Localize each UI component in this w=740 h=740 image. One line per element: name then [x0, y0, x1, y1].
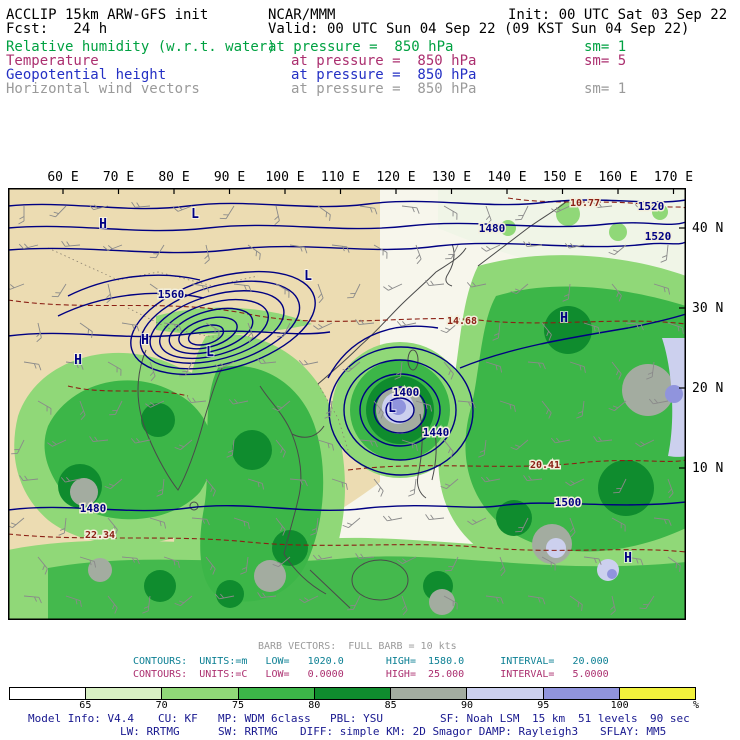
field-rh-level: at pressure = 850 hPa	[268, 39, 454, 55]
model-info-item: 90 sec	[650, 712, 690, 725]
x-axis-label: 160 E	[598, 170, 638, 185]
colorbar-tick: 95	[537, 700, 550, 711]
model-info-item: DIFF: simple KM: 2D Smagor DAMP: Rayleig…	[300, 725, 579, 738]
pressure-center-marker: H	[560, 311, 568, 326]
x-axis-label: 60 E	[47, 170, 79, 185]
x-axis-label: 170 E	[653, 170, 694, 185]
contour-label: 22.34	[85, 530, 115, 541]
org-label: NCAR/MMM	[268, 7, 336, 23]
contour-label: 10.77	[570, 198, 600, 209]
y-axis-label: 30 N	[692, 301, 724, 316]
model-info-line1: Model Info: V4.4 CU: KF MP: WDM 6class PBL:…	[0, 712, 740, 725]
x-axis-label: 90 E	[213, 170, 246, 185]
model-info-item: LW: RRTMG	[120, 725, 180, 738]
field-hgt-level: at pressure = 850 hPa	[291, 67, 477, 83]
contour-label: 1480	[80, 502, 107, 515]
pressure-center-marker: H	[624, 551, 632, 566]
pressure-center-marker: L	[206, 345, 214, 360]
pressure-center-marker: L	[304, 269, 312, 284]
field-wind-label: Horizontal wind vectors	[6, 81, 200, 97]
contour-label: 1500	[555, 496, 582, 509]
x-axis-label: 140 E	[487, 170, 527, 185]
barb-legend: BARB VECTORS: FULL BARB = 10 kts	[258, 641, 457, 652]
colorbar-tick: 100	[610, 700, 629, 711]
x-axis-label: 130 E	[431, 170, 472, 185]
colorbar-cell	[10, 688, 86, 699]
pressure-center-marker: H	[141, 333, 149, 348]
model-info-item: SW: RRTMG	[218, 725, 278, 738]
x-axis-label: 120 E	[376, 170, 416, 185]
colorbar-cell	[390, 688, 467, 699]
valid-time: Valid: 00 UTC Sun 04 Sep 22 (09 KST Sun …	[268, 21, 690, 37]
pressure-center-marker: H	[74, 353, 82, 368]
x-axis-label: 150 E	[542, 170, 583, 185]
colorbar-tick: 70	[155, 700, 168, 711]
model-info-item: SF: Noah LSM	[440, 712, 520, 725]
model-info-item: 15 km	[532, 712, 566, 725]
model-info-item: Model Info: V4.4	[28, 712, 134, 725]
x-axis-label: 110 E	[320, 170, 361, 185]
colorbar-cell	[237, 688, 314, 699]
colorbar-tick: 80	[308, 700, 321, 711]
field-hgt-label: Geopotential height	[6, 67, 167, 83]
map-contour-labels: 1480 1520 1520 1560 1440 1400 1480 1500 10.77 14.…	[73, 197, 673, 568]
field-temp-label: Temperature	[6, 53, 99, 69]
model-info-line2: LW: RRTMG SW: RRTMG DIFF: simple KM: 2D Sm…	[0, 725, 740, 738]
colorbar-cell	[466, 688, 543, 699]
model-info-item: CU: KF	[158, 712, 198, 725]
contour-label: 1560	[158, 288, 185, 301]
colorbar-cell	[161, 688, 238, 699]
axis-ticks	[62, 188, 686, 469]
temp-contour-legend: CONTOURS: UNITS:=C LOW= 0.0000 HIGH= 25.…	[133, 669, 609, 680]
pressure-center-marker: L	[191, 207, 199, 222]
field-rh-sm: sm= 1	[584, 39, 627, 55]
model-info-item: PBL: YSU	[330, 712, 383, 725]
init-time: Init: 00 UTC Sat 03 Sep 22	[508, 7, 728, 23]
y-axis-label: 20 N	[692, 381, 724, 396]
map-canvas: 1480 1520 1520 1560 1440 1400 1480 1500 10.77 14.…	[8, 188, 686, 620]
x-axis-label: 70 E	[102, 170, 135, 185]
forecast-hour: Fcst: 24 h	[6, 21, 108, 37]
colorbar-tick: 85	[384, 700, 397, 711]
model-title: ACCLIP 15km ARW-GFS init	[6, 7, 209, 23]
x-axis-label: 100 E	[265, 170, 305, 185]
field-temp-level: at pressure = 850 hPa	[291, 53, 477, 69]
model-info-item: MP: WDM 6class	[218, 712, 311, 725]
rh-colorbar	[9, 687, 696, 700]
colorbar-tick: 75	[231, 700, 245, 711]
model-info-item: SFLAY: MM5	[600, 725, 667, 738]
colorbar-cell	[618, 688, 695, 699]
colorbar-tick: 65	[79, 700, 92, 711]
contour-label: 1520	[638, 200, 665, 213]
pressure-center-marker: L	[388, 401, 396, 416]
colorbar-tick: 90	[460, 700, 473, 711]
map-frame	[8, 188, 686, 620]
contour-label: 1480	[479, 222, 506, 235]
y-axis-label: 10 N	[692, 461, 724, 476]
contour-label: 14.68	[447, 316, 477, 327]
colorbar-cell	[313, 688, 391, 699]
height-contours	[8, 199, 686, 512]
model-info-item: 51 levels	[578, 712, 638, 725]
colorbar-cell	[85, 688, 162, 699]
height-contour-legend: CONTOURS: UNITS:=m LOW= 1020.0 HIGH= 158…	[133, 656, 609, 667]
x-axis-label: 80 E	[158, 170, 190, 185]
rh-colorbar-ticks: 65 70 75 80 85 90 95 100%	[0, 700, 740, 711]
contour-label: 1520	[645, 230, 672, 243]
y-axis-label: 40 N	[692, 221, 724, 236]
contour-label: 1440	[423, 426, 450, 439]
coastlines	[47, 201, 567, 609]
field-rh-label: Relative humidity (w.r.t. water)	[6, 39, 276, 55]
field-temp-sm: sm= 5	[584, 53, 627, 69]
contour-label: 20.41	[530, 460, 560, 471]
colorbar-tick: %	[692, 700, 699, 711]
colorbar-cell	[542, 688, 619, 699]
pressure-center-marker: H	[99, 217, 107, 232]
temp-contours	[8, 197, 686, 553]
field-wind-level: at pressure = 850 hPa	[291, 81, 477, 97]
field-wind-sm: sm= 1	[584, 81, 627, 97]
contour-label: 1400	[393, 386, 420, 399]
